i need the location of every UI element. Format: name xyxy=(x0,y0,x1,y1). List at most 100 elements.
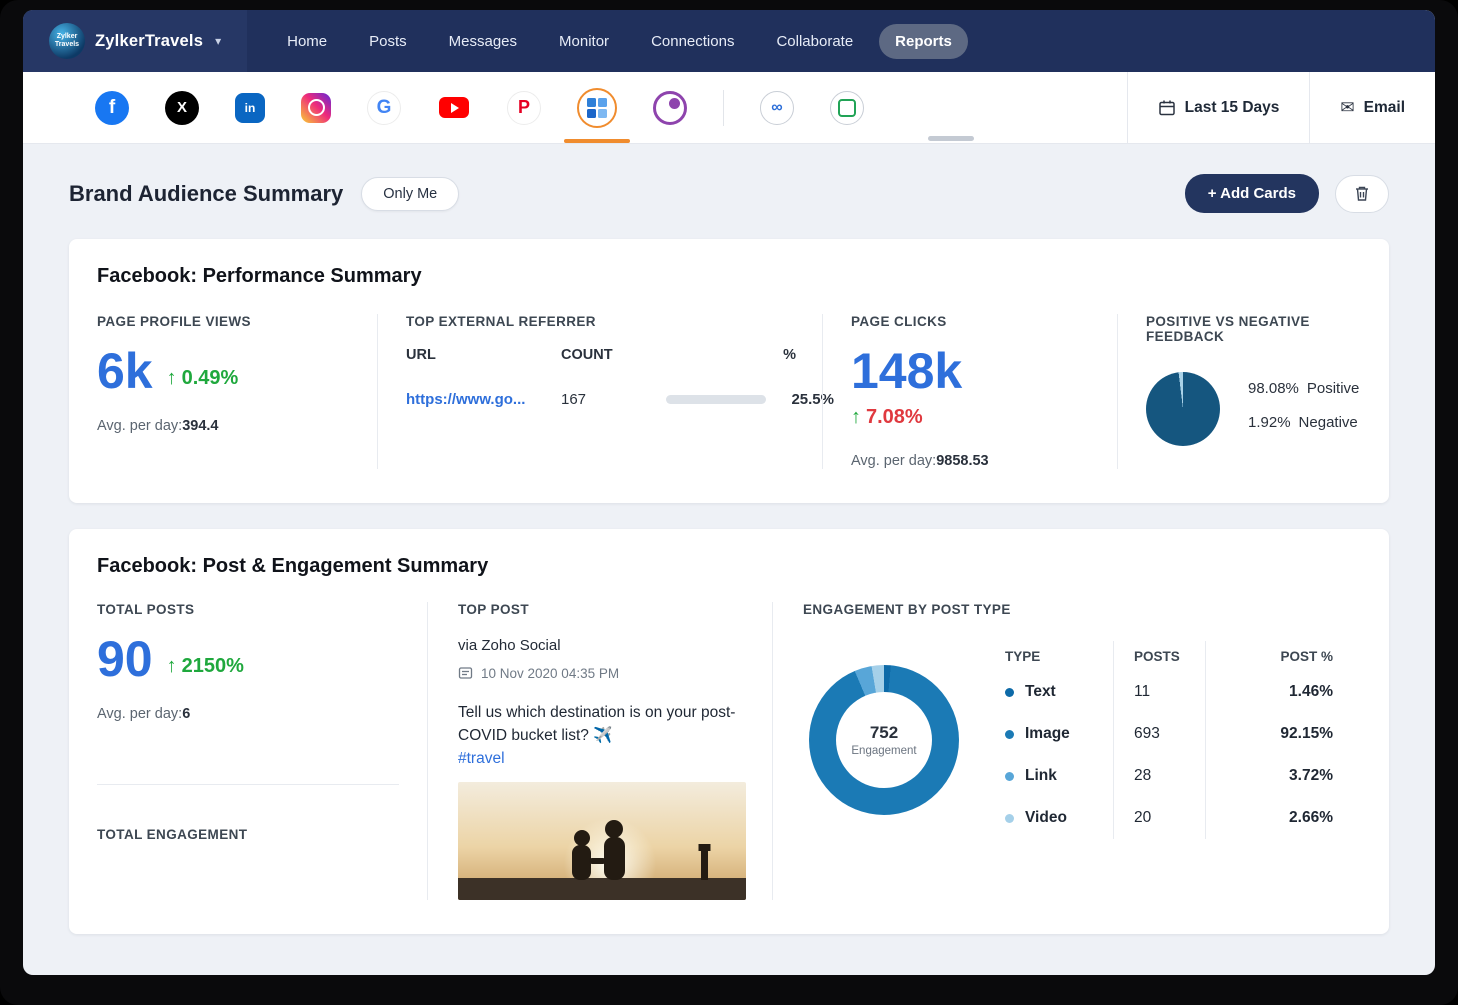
pinterest-icon[interactable]: P xyxy=(507,91,541,125)
table-row-link: Link 28 3.72% xyxy=(1005,755,1333,797)
referrer-count: 167 xyxy=(561,391,666,408)
toolbar-actions: Last 15 Days ✉ Email xyxy=(1127,72,1435,143)
post-image[interactable] xyxy=(458,782,746,900)
grid-squares-icon xyxy=(587,98,607,118)
metric-change: ↑ 7.08% xyxy=(851,406,1091,429)
instagram-icon[interactable] xyxy=(301,93,331,123)
text-dot-icon xyxy=(1005,688,1014,697)
engagement-grid: TOTAL POSTS 90 ↑ 2150% Avg. per day:6 TO… xyxy=(97,602,1361,900)
google-icon[interactable]: G xyxy=(367,91,401,125)
nav-item-messages[interactable]: Messages xyxy=(433,24,533,59)
window-frame: Zylker Travels ZylkerTravels ▾ Home Post… xyxy=(0,0,1458,1005)
post-source: via Zoho Social xyxy=(458,637,744,654)
referrer-url-link[interactable]: https://www.go... xyxy=(406,391,561,408)
post-engagement-card: Facebook: Post & Engagement Summary TOTA… xyxy=(69,529,1389,934)
page-header: Brand Audience Summary Only Me + Add Car… xyxy=(69,174,1389,213)
purple-network-icon[interactable] xyxy=(653,91,687,125)
metric-value: 148k xyxy=(851,349,962,394)
chevron-down-icon: ▾ xyxy=(215,34,221,48)
youtube-icon[interactable] xyxy=(437,91,471,125)
app-window: Zylker Travels ZylkerTravels ▾ Home Post… xyxy=(23,10,1435,975)
referrer-table-header: URL COUNT % xyxy=(406,347,796,363)
feedback-legend: 98.08%Positive 1.92%Negative xyxy=(1248,380,1359,431)
brand-grid-icon-selected[interactable] xyxy=(577,88,617,128)
page-clicks-metric: PAGE CLICKS 148k ↑ 7.08% Avg. per day:98… xyxy=(822,314,1117,469)
table-row-text: Text 11 1.46% xyxy=(1005,671,1333,713)
total-posts-metric: TOTAL POSTS 90 ↑ 2150% Avg. per day:6 TO… xyxy=(97,602,427,900)
referrer-row: https://www.go... 167 25.5% xyxy=(406,391,796,408)
email-button[interactable]: ✉ Email xyxy=(1309,72,1435,143)
post-note-icon xyxy=(458,666,473,681)
page-profile-views-metric: PAGE PROFILE VIEWS 6k ↑ 0.49% Avg. per d… xyxy=(97,314,377,469)
avg-per-day: Avg. per day:6 xyxy=(97,706,399,722)
toolbar-divider xyxy=(723,90,724,126)
negative-legend: 1.92%Negative xyxy=(1248,414,1359,431)
post-type-table: TYPE POSTS POST % Text 11 1.46% xyxy=(1005,641,1333,839)
post-date: 10 Nov 2020 04:35 PM xyxy=(481,666,619,681)
brand-name: ZylkerTravels xyxy=(95,32,203,51)
performance-grid: PAGE PROFILE VIEWS 6k ↑ 0.49% Avg. per d… xyxy=(97,314,1361,469)
date-range-button[interactable]: Last 15 Days xyxy=(1127,72,1310,143)
post-type-donut-chart: 752 Engagement xyxy=(809,665,959,815)
metric-label: TOP EXTERNAL REFERRER xyxy=(406,314,796,329)
nav-item-monitor[interactable]: Monitor xyxy=(543,24,625,59)
post-date-line: 10 Nov 2020 04:35 PM xyxy=(458,666,744,681)
nav-item-connections[interactable]: Connections xyxy=(635,24,750,59)
toolbar-scrollbar-thumb[interactable] xyxy=(928,136,974,141)
nav-item-home[interactable]: Home xyxy=(271,24,343,59)
calendar-icon xyxy=(1158,99,1176,117)
post-hashtag-link[interactable]: #travel xyxy=(458,750,505,768)
top-nav: Zylker Travels ZylkerTravels ▾ Home Post… xyxy=(23,10,1435,72)
feedback-metric: POSITIVE VS NEGATIVE FEEDBACK 98.08%Posi… xyxy=(1117,314,1385,469)
referrer-table: URL COUNT % https://www.go... 167 25.5% xyxy=(406,347,796,408)
referrer-progress-bar xyxy=(666,395,766,404)
main-nav: Home Posts Messages Monitor Connections … xyxy=(271,24,968,59)
date-range-label: Last 15 Days xyxy=(1185,99,1280,117)
top-external-referrer: TOP EXTERNAL REFERRER URL COUNT % https:… xyxy=(377,314,822,469)
page-actions: + Add Cards xyxy=(1185,174,1389,213)
metric-change: ↑ 0.49% xyxy=(167,367,239,390)
add-cards-button[interactable]: + Add Cards xyxy=(1185,174,1319,213)
up-arrow-icon: ↑ xyxy=(851,406,861,429)
avg-per-day: Avg. per day:394.4 xyxy=(97,418,351,434)
brand-switcher[interactable]: Zylker Travels ZylkerTravels ▾ xyxy=(23,10,247,72)
metric-label: POSITIVE VS NEGATIVE FEEDBACK xyxy=(1146,314,1359,344)
section-divider xyxy=(97,784,399,785)
link-dot-icon xyxy=(1005,772,1014,781)
delete-button[interactable] xyxy=(1335,175,1389,213)
metric-value: 90 xyxy=(97,637,153,682)
metric-label: ENGAGEMENT BY POST TYPE xyxy=(803,602,1333,617)
table-row-image: Image 693 92.15% xyxy=(1005,713,1333,755)
nav-item-posts[interactable]: Posts xyxy=(353,24,423,59)
network-icons: f X in G P ∞ xyxy=(23,88,864,128)
top-post-block: TOP POST via Zoho Social 10 Nov 2020 04:… xyxy=(427,602,772,900)
report-content: Brand Audience Summary Only Me + Add Car… xyxy=(23,144,1435,975)
page-title: Brand Audience Summary xyxy=(69,181,343,207)
image-dot-icon xyxy=(1005,730,1014,739)
nav-item-reports[interactable]: Reports xyxy=(879,24,968,59)
positive-legend: 98.08%Positive xyxy=(1248,380,1359,397)
networks-toolbar: f X in G P ∞ xyxy=(23,72,1435,144)
youtube-play-icon xyxy=(439,97,469,118)
metric-label: TOTAL POSTS xyxy=(97,602,399,617)
brand-logo-icon: Zylker Travels xyxy=(49,23,85,59)
nav-item-collaborate[interactable]: Collaborate xyxy=(760,24,869,59)
engagement-card-title: Facebook: Post & Engagement Summary xyxy=(97,555,1361,578)
meta-infinity-icon[interactable]: ∞ xyxy=(760,91,794,125)
engagement-by-type-block: ENGAGEMENT BY POST TYPE 752 Engagement xyxy=(772,602,1361,900)
metric-label: PAGE PROFILE VIEWS xyxy=(97,314,351,329)
metric-change: ↑ 2150% xyxy=(167,655,244,678)
email-icon: ✉ xyxy=(1340,98,1354,118)
performance-summary-card: Facebook: Performance Summary PAGE PROFI… xyxy=(69,239,1389,503)
email-label: Email xyxy=(1364,99,1405,117)
up-arrow-icon: ↑ xyxy=(167,367,177,390)
linkedin-icon[interactable]: in xyxy=(235,93,265,123)
green-app-icon[interactable] xyxy=(830,91,864,125)
visibility-pill[interactable]: Only Me xyxy=(361,177,459,211)
metric-label: TOP POST xyxy=(458,602,744,617)
x-twitter-icon[interactable]: X xyxy=(165,91,199,125)
trash-icon xyxy=(1354,185,1370,202)
facebook-icon[interactable]: f xyxy=(95,91,129,125)
table-row-video: Video 20 2.66% xyxy=(1005,797,1333,839)
total-engagement-label: TOTAL ENGAGEMENT xyxy=(97,827,399,842)
